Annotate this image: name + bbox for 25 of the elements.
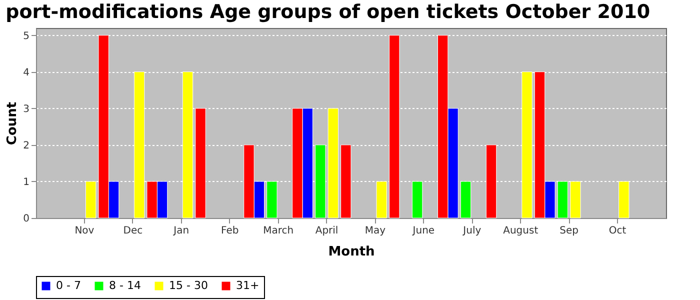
legend-label: 8 - 14 xyxy=(109,279,141,292)
x-tick-label: April xyxy=(315,226,338,236)
y-tick-label: 3 xyxy=(23,104,30,115)
y-tick-label: 1 xyxy=(23,176,30,188)
y-axis-title: Count xyxy=(5,102,20,146)
y-tick-label: 0 xyxy=(23,214,30,224)
y-tick-label: 5 xyxy=(23,30,30,42)
legend-label: 31+ xyxy=(236,279,260,292)
x-tick-label: Dec xyxy=(123,226,143,236)
chart-title: port-modifications Age groups of open tickets October 2010 xyxy=(6,1,650,23)
x-tick-label: Feb xyxy=(220,226,239,236)
x-tick-label: Oct xyxy=(608,226,626,236)
y-tick-label: 2 xyxy=(23,140,30,152)
y-tick-label: 4 xyxy=(23,67,30,78)
x-tick-label: Nov xyxy=(74,226,94,236)
x-axis-title: Month xyxy=(328,244,375,260)
x-tick-label: Sep xyxy=(560,226,579,236)
x-tick-label: July xyxy=(462,226,482,236)
legend-label: 0 - 7 xyxy=(56,279,81,292)
x-tick-label: March xyxy=(263,226,294,236)
x-tick-label: May xyxy=(364,226,386,236)
x-tick-label: August xyxy=(503,226,538,236)
x-tick-label: June xyxy=(412,226,435,236)
legend-label: 15 - 30 xyxy=(169,279,208,292)
x-tick-label: Jan xyxy=(172,226,190,236)
